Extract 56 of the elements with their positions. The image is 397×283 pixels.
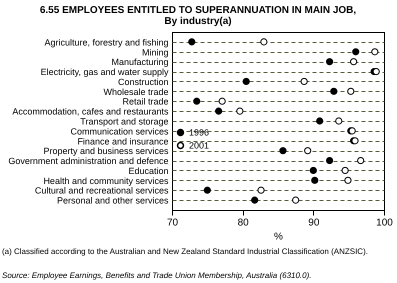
y-tick-label: Construction bbox=[118, 76, 168, 87]
point bbox=[316, 117, 324, 125]
point bbox=[257, 186, 265, 194]
y-tick-label: Finance and insurance bbox=[77, 136, 168, 146]
point bbox=[304, 147, 312, 154]
point bbox=[215, 108, 222, 115]
point bbox=[344, 176, 352, 184]
point bbox=[204, 186, 211, 194]
point bbox=[326, 58, 334, 66]
x-tick-label: 100 bbox=[376, 218, 394, 228]
y-tick-label: Transport and storage bbox=[80, 116, 168, 126]
point bbox=[352, 48, 360, 56]
legend-label: 1996 bbox=[189, 128, 210, 138]
y-tick-label: Electricity, gas and water supply bbox=[40, 67, 169, 78]
point bbox=[188, 38, 196, 46]
point bbox=[330, 88, 338, 95]
point bbox=[326, 156, 334, 164]
point bbox=[335, 117, 342, 125]
text: (a) Classified according to the Australian and New Zealand Standard Industrial Classification (ANZSIC). bbox=[2, 247, 368, 256]
y-tick-label: Communication services bbox=[70, 126, 169, 136]
x-tick-label: 80 bbox=[238, 218, 250, 228]
point bbox=[371, 48, 378, 56]
point bbox=[236, 108, 244, 115]
point bbox=[193, 98, 200, 105]
legend-label: 2001 bbox=[189, 140, 210, 150]
point bbox=[242, 78, 250, 86]
point bbox=[342, 166, 349, 174]
point bbox=[292, 196, 300, 204]
y-tick-label: Wholesale trade bbox=[103, 86, 168, 97]
y-tick-label: Accommodation, cafes and restaurants bbox=[12, 106, 169, 117]
y-tick-label: Government administration and defence bbox=[8, 156, 168, 166]
point bbox=[310, 166, 317, 174]
y-tick-label: Manufacturing bbox=[111, 57, 168, 68]
source-note: Source: Employee Earnings, Benefits and Trade Union Membership, Australia (6310.0). bbox=[2, 271, 312, 280]
point bbox=[357, 156, 364, 164]
y-tick-label: Health and community services bbox=[43, 176, 169, 186]
x-tick-label: 90 bbox=[308, 218, 320, 228]
y-tick-label: Agriculture, forestry and fishing bbox=[44, 37, 168, 48]
point bbox=[350, 58, 358, 66]
point bbox=[300, 78, 308, 86]
y-tick-label: Cultural and recreational services bbox=[34, 186, 169, 196]
point bbox=[218, 98, 226, 105]
y-tick-label: Education bbox=[128, 166, 168, 176]
point bbox=[347, 88, 354, 95]
point bbox=[251, 196, 258, 204]
chart-title: 6.55 EMPLOYEES ENTITLED TO SUPERANNUATION IN MAIN JOB, bbox=[40, 5, 356, 16]
y-tick-label: Retail trade bbox=[122, 96, 168, 107]
x-tick-label: 70 bbox=[166, 218, 178, 228]
x-axis-title: % bbox=[274, 232, 284, 242]
chart-subtitle: By industry(a) bbox=[164, 16, 232, 27]
y-tick-label: Property and business services bbox=[43, 146, 169, 156]
y-tick-label: Personal and other services bbox=[56, 196, 169, 206]
point bbox=[260, 38, 268, 46]
point bbox=[279, 147, 287, 154]
y-tick-label: Mining bbox=[142, 47, 168, 58]
point bbox=[311, 176, 318, 184]
